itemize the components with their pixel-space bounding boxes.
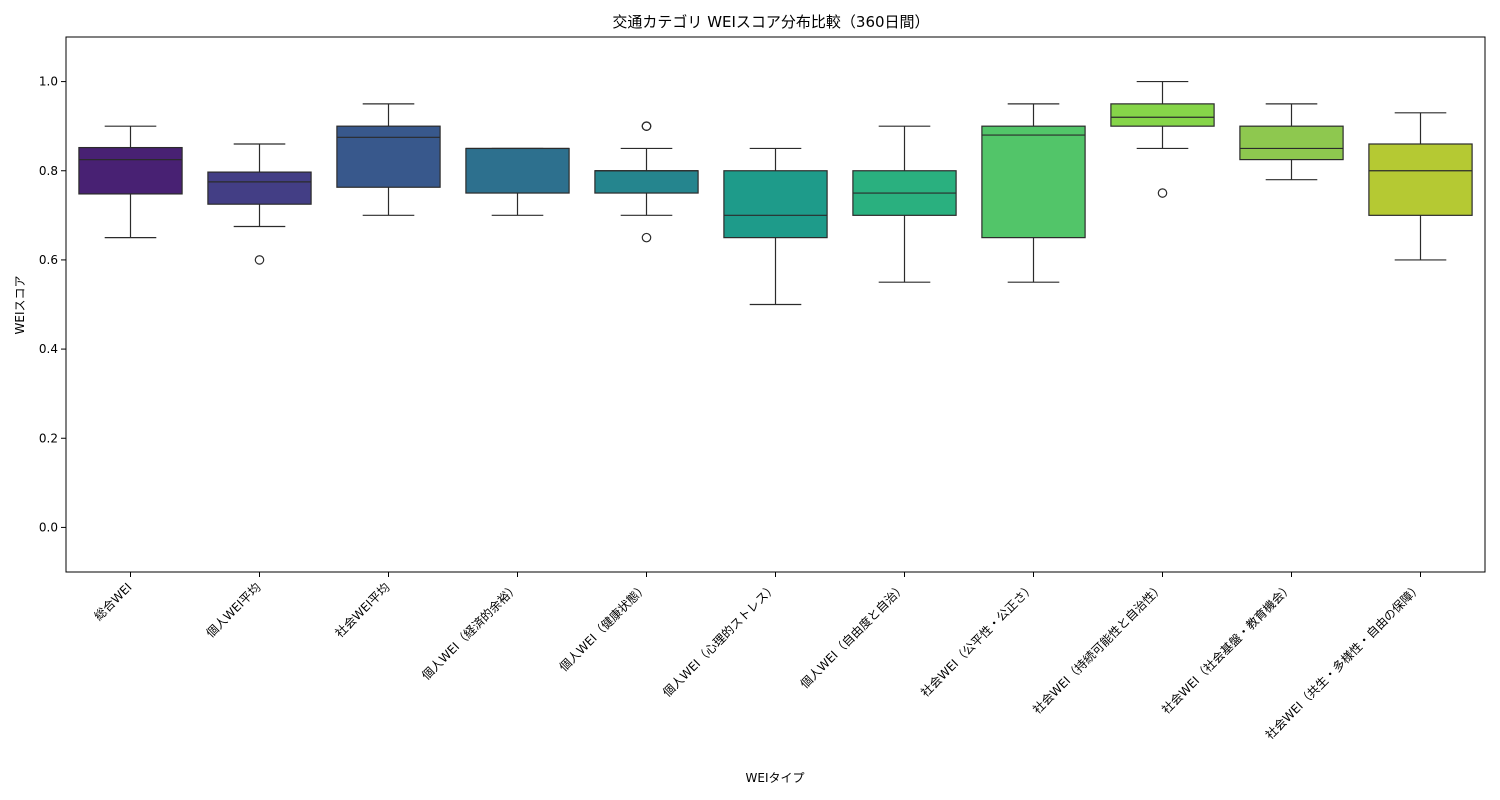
outlier-point: [254, 255, 265, 265]
y-axis: 0.0 0.2 0.4 0.6 0.8 1.0: [39, 75, 66, 534]
box-group: [594, 121, 699, 243]
x-tick-label: 社会WEI（持続可能性と自治性）: [1029, 580, 1166, 717]
box: [1110, 103, 1215, 127]
x-tick-label: 個人WEI（経済的余裕）: [418, 580, 521, 683]
box-group: [465, 147, 570, 216]
y-tick-label: 0.0: [39, 520, 58, 534]
x-tick-label: 社会WEI（社会基盤・教育機会）: [1158, 580, 1295, 717]
box-group: [336, 103, 441, 216]
x-tick-label: 個人WEI（心理的ストレス）: [659, 580, 779, 700]
box: [1239, 125, 1344, 161]
y-tick-label: 0.2: [39, 431, 58, 445]
box: [594, 170, 699, 194]
box-group: [78, 125, 183, 239]
x-tick-label: 個人WEI（健康状態）: [556, 580, 651, 675]
box: [1368, 143, 1473, 216]
y-tick-label: 0.4: [39, 342, 58, 356]
x-tick-label: 社会WEI（公平性・公正さ）: [917, 580, 1037, 700]
box: [723, 170, 828, 239]
x-axis-label: WEIタイプ: [746, 771, 805, 785]
chart-title: 交通カテゴリ WEIスコア分布比較（360日間）: [612, 13, 929, 31]
x-axis: 総合WEI 個人WEI平均 社会WEI平均 個人WEI（経済的余裕） 個人WEI（健康状…: [91, 572, 1425, 742]
box-group: [1239, 103, 1344, 181]
outlier-point: [641, 232, 652, 243]
box: [207, 171, 312, 205]
plot-area: [78, 80, 1473, 306]
x-tick-label: 社会WEI平均: [332, 580, 393, 641]
box-group: [852, 125, 957, 283]
x-tick-label: 社会WEI（共生・多様性・自由の保障）: [1262, 580, 1425, 743]
x-tick-label: 個人WEI（自由度と自治）: [797, 580, 909, 692]
box: [981, 125, 1086, 239]
box-group: [723, 147, 828, 306]
box: [465, 147, 570, 194]
plot-frame: [65, 36, 1486, 573]
x-tick-label: 個人WEI平均: [204, 580, 264, 640]
box: [78, 146, 183, 195]
y-tick-label: 0.8: [39, 164, 58, 178]
box-group: [207, 143, 312, 265]
box: [336, 125, 441, 188]
y-tick-label: 1.0: [39, 75, 58, 89]
outlier-point: [641, 121, 652, 131]
box-group: [1110, 80, 1215, 198]
y-tick-label: 0.6: [39, 253, 58, 267]
x-tick-label: 総合WEI: [91, 580, 135, 624]
box-group: [1368, 112, 1473, 261]
outlier-point: [1157, 188, 1168, 198]
box-group: [981, 103, 1086, 283]
y-axis-label: WEIスコア: [13, 276, 27, 335]
